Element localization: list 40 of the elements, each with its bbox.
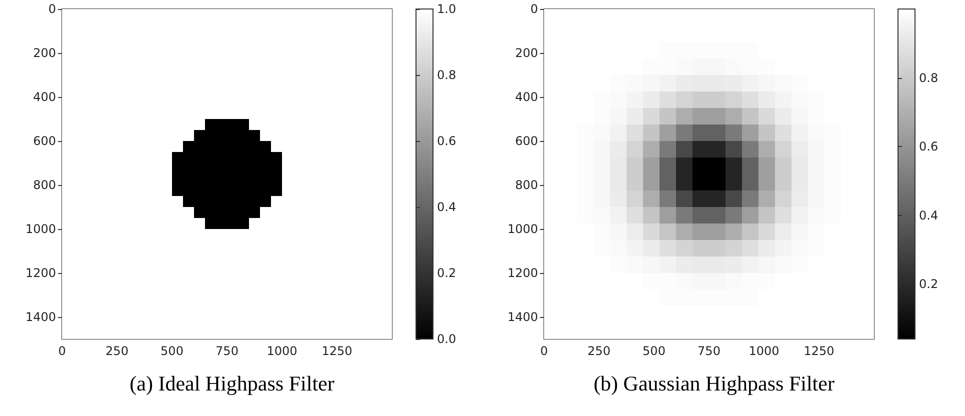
color-bar-label: 0.8 (919, 70, 938, 85)
x-tick-label: 250 (588, 344, 610, 358)
y-tick-label: 1000 (507, 222, 538, 236)
x-tick-label: 500 (160, 344, 184, 358)
color-bar-label: 0.4 (437, 200, 456, 214)
x-tick-label: 500 (642, 344, 666, 358)
y-tick-label: 1000 (25, 222, 56, 236)
color-bar-label: 0.6 (919, 140, 938, 154)
color-bar-label: 0.6 (437, 134, 456, 148)
x-tick-label: 1250 (322, 344, 352, 358)
x-tick-label: 750 (698, 344, 720, 358)
color-bar-label: 0.2 (437, 266, 456, 280)
y-tick-label: 0 (48, 2, 56, 16)
y-tick-label: 200 (515, 46, 538, 60)
y-tick-label: 200 (33, 46, 56, 60)
y-tick-label: 600 (515, 134, 538, 148)
y-tick-label: 1400 (25, 310, 56, 324)
x-tick-label: 1250 (804, 344, 834, 358)
y-tick-label: 800 (33, 178, 56, 192)
color-bar-label: 0.2 (919, 277, 938, 291)
x-tick-label: 1000 (748, 344, 780, 358)
text: (b) Gaussian Highpass Filter (594, 372, 834, 396)
y-tick-label: 400 (33, 90, 56, 104)
color-bar-label: 0.8 (437, 68, 456, 82)
y-tick-label: 1200 (25, 266, 56, 280)
x-tick-label: 250 (106, 344, 128, 358)
y-tick-label: 0 (530, 2, 538, 16)
text: (a) Ideal Highpass Filter (130, 372, 334, 396)
color-bar-label: 1.0 (437, 2, 456, 16)
y-tick-label: 600 (33, 134, 56, 148)
x-tick-label: 0 (58, 344, 66, 358)
y-tick-label: 800 (515, 178, 538, 192)
x-tick-label: 750 (216, 344, 238, 358)
x-tick-label: 1000 (266, 344, 298, 358)
color-bar-label: 0.4 (919, 208, 938, 222)
y-tick-label: 1200 (507, 266, 538, 280)
x-tick-label: 0 (540, 344, 548, 358)
y-tick-label: 1400 (507, 310, 538, 324)
y-tick-label: 400 (515, 90, 538, 104)
color-bar-label: 0.0 (437, 332, 456, 346)
